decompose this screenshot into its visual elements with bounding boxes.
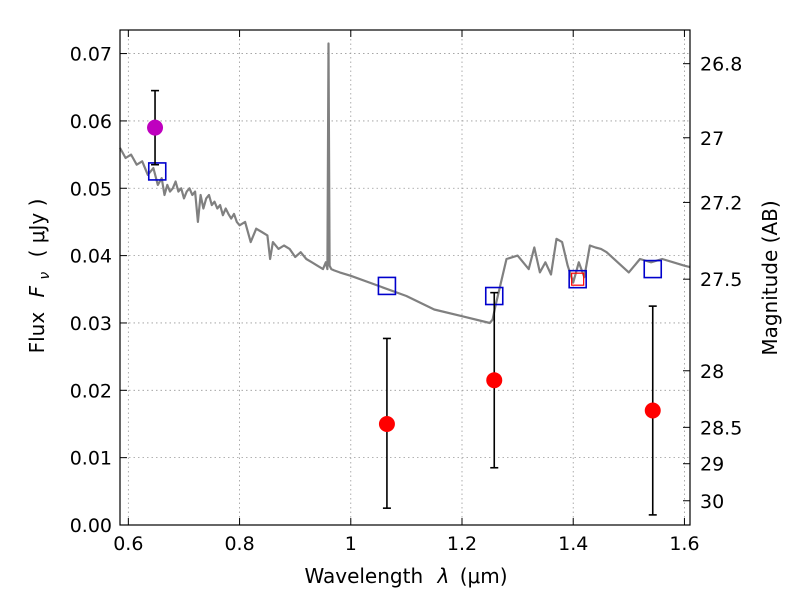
- model-point: [568, 269, 587, 289]
- errorbar-layer: [151, 89, 657, 516]
- y-tick-label: 0.07: [70, 44, 112, 66]
- observed-point: [644, 402, 661, 419]
- x-tick-label: 1.2: [447, 533, 477, 555]
- y2-axis-title: Magnitude (AB): [758, 200, 782, 355]
- x-tick-label: 0.6: [113, 533, 143, 555]
- grid-layer: [120, 30, 690, 526]
- observed-points-layer: [147, 119, 661, 432]
- y2-tick-label: 28.5: [700, 417, 742, 439]
- model-point: [643, 259, 663, 279]
- y-axis-title: Flux F ν ( μJy ): [25, 199, 54, 354]
- y2-tick-label: 28: [700, 361, 724, 383]
- x-axis-title: Wavelength λ (μm): [304, 564, 507, 588]
- y-axis-title-subscript: ν: [37, 272, 53, 280]
- x-tick-label: 1.4: [558, 533, 588, 555]
- model-points-layer: [147, 162, 663, 306]
- ticks-layer: 0.6 0.8 1 1.2 1.4 1.6 0.00 0.01 0.02 0.03 0.04 0.05…: [70, 30, 742, 555]
- observed-point: [486, 372, 503, 389]
- y2-tick-label: 26.8: [700, 54, 742, 76]
- x-tick-label: 0.8: [224, 533, 254, 555]
- plot-frame: [119, 29, 691, 526]
- y2-tick-label: 27: [700, 128, 724, 150]
- y-tick-label: 0.05: [70, 178, 112, 200]
- y-tick-label: 0.04: [70, 246, 112, 268]
- y-tick-label: 0.02: [70, 380, 112, 402]
- y2-tick-label: 27.5: [700, 269, 742, 291]
- model-point-highlight: [571, 272, 585, 286]
- x-axis-title-units: (μm): [460, 564, 508, 588]
- y-tick-label: 0.01: [70, 448, 112, 470]
- x-axis-title-symbol: λ: [437, 564, 450, 588]
- observed-point: [147, 119, 164, 136]
- spectrum-layer: [119, 42, 691, 325]
- y2-tick-label: 30: [700, 491, 724, 513]
- x-axis-title-text: Wavelength: [304, 564, 423, 588]
- x-tick-label: 1: [345, 533, 357, 555]
- y-axis-title-units: ( μJy ): [25, 199, 49, 258]
- y-axis-title-symbol: F: [25, 285, 49, 297]
- x-tick-label: 1.6: [669, 533, 699, 555]
- y-tick-label: 0.06: [70, 111, 112, 133]
- y2-tick-label: 27.2: [700, 192, 742, 214]
- y-tick-label: 0.00: [70, 515, 112, 537]
- y-axis-title-text: Flux: [25, 312, 49, 354]
- model-point: [147, 162, 167, 181]
- spectrum-line: [119, 42, 691, 325]
- y-tick-label: 0.03: [70, 313, 112, 335]
- y2-tick-label: 29: [700, 454, 724, 476]
- model-point: [377, 276, 397, 296]
- observed-point: [378, 415, 395, 432]
